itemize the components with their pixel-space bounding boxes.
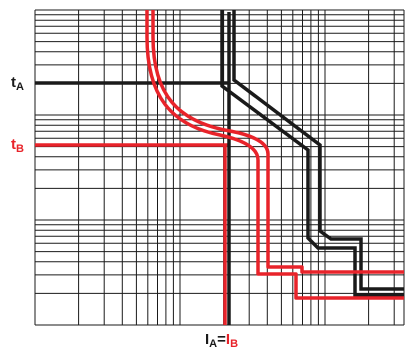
ta-label-sub: A	[16, 81, 24, 93]
curve-b-outer	[151, 10, 404, 274]
tb-label-sub: B	[16, 143, 24, 155]
curve-a-outer	[232, 10, 404, 291]
ib-label-main: I	[225, 331, 231, 348]
curve-b-inner	[145, 10, 404, 300]
ia-label-main: I	[205, 331, 210, 348]
ta-label-main: t	[11, 74, 16, 91]
ia-label-sub: A	[209, 338, 218, 350]
ta-label: tA	[11, 74, 24, 93]
ib-label-sub: B	[230, 338, 239, 350]
plot-background	[35, 10, 404, 325]
curve-a-inner	[220, 10, 404, 297]
tb-label-main: t	[11, 136, 16, 153]
curve-a	[220, 10, 404, 297]
current-label: IA=IB	[205, 331, 239, 350]
tb-label: tB	[11, 136, 24, 155]
curve-b	[145, 10, 404, 300]
equals-sign: =	[217, 331, 226, 348]
